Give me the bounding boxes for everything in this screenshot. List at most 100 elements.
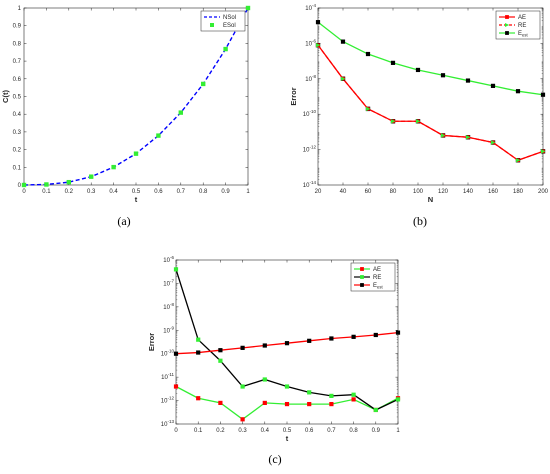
x-tick-label: 0 [22,189,26,195]
data-point-esol [89,174,94,179]
data-point [540,92,546,97]
y-tick-label: 0.2 [13,148,22,154]
legend-label: Eest [518,31,528,38]
y-tick-label: 10-4 [305,3,316,12]
data-point [307,401,312,407]
data-point [391,119,396,124]
data-point [415,67,421,73]
data-point [395,330,401,335]
x-tick-label: 80 [390,189,397,195]
data-point [390,60,396,65]
y-tick-label: 10-9 [163,325,174,334]
series-line-re [317,44,544,161]
data-point [329,401,334,407]
y-tick-label: 0.3 [13,130,22,136]
data-point-esol [223,46,228,52]
data-point [351,397,356,402]
data-point [373,332,378,338]
y-tick-label: 10-6 [163,255,174,264]
data-point-esol [66,179,71,185]
x-tick-label: 60 [365,189,372,195]
data-point [307,338,312,343]
data-point [516,158,521,163]
x-tick-label: 0.1 [42,189,51,195]
y-tick-label: 10-7 [163,278,174,287]
data-point [173,267,179,272]
y-tick-label: 0.4 [13,112,22,118]
y-axis-label: Error [289,87,298,105]
x-tick-label: 0.7 [327,428,336,434]
legend-box [495,10,541,40]
plot-area [23,7,249,186]
data-point [395,397,401,402]
x-tick-label: 0.8 [199,189,208,195]
data-point [240,345,245,350]
x-axis-label: t [286,434,289,443]
data-point [262,343,267,348]
data-point [541,149,546,154]
data-point [315,20,321,25]
data-point [284,341,290,346]
data-point [465,78,471,83]
legend-label: RE [373,275,381,281]
panel-caption: (a) [117,214,130,228]
data-point-esol [133,151,139,156]
x-tick-label: 0 [174,428,178,434]
y-tick-label: 0 [18,183,22,189]
data-point [218,348,223,353]
data-point [466,135,471,140]
y-tick-label: 10-8 [163,302,174,311]
data-point [351,392,356,397]
data-point [366,106,371,112]
y-tick-label: 1 [18,6,22,12]
data-point [351,334,356,339]
x-tick-label: 0.3 [238,428,247,434]
x-tick-label: 0.6 [154,189,163,195]
x-tick-label: 180 [513,189,524,195]
data-point [284,384,290,389]
x-tick-label: 0.4 [261,428,270,434]
y-tick-label: 0.9 [13,24,22,30]
data-point [416,119,421,124]
data-point [341,76,346,81]
x-tick-label: 40 [340,189,347,195]
data-point [196,350,201,355]
x-tick-label: 0.3 [87,189,96,195]
legend-swatch [505,15,509,19]
x-tick-label: 0.1 [194,428,203,434]
y-tick-label: 10-8 [305,74,316,83]
data-point [329,336,334,341]
legend-label: AE [518,15,526,21]
data-point [240,384,245,389]
legend-label: ESol [223,23,236,29]
x-tick-label: 0.7 [177,189,186,195]
data-point [373,407,378,413]
y-tick-label: 10-14 [303,180,317,189]
data-point [490,83,496,88]
x-tick-label: 20 [315,189,322,195]
data-point-esol [245,5,251,11]
legend-label: Eest [373,283,383,290]
y-tick-label: 0.8 [13,41,22,47]
x-tick-label: 140 [463,189,474,195]
x-axis-label: t [135,195,138,204]
y-tick-label: 10-10 [303,109,317,118]
data-point-esol [156,133,161,138]
y-tick-label: 0.7 [13,59,22,65]
x-tick-label: 200 [538,189,549,195]
y-tick-label: 0.1 [13,165,22,171]
data-point [196,337,201,342]
x-tick-label: 160 [488,189,499,195]
data-point [515,89,521,94]
panel-a: 0 0.1 0.2 0.3 0.4 0.5 0.6 0.7 0.8 0.9 1 0 0.1 0.2 0.3 0… [1,5,251,228]
data-point-esol [178,110,183,115]
data-point [173,351,179,356]
data-point [365,51,371,57]
data-point-esol [201,81,206,87]
y-tick-label: 0.5 [13,95,22,101]
data-point [262,400,267,406]
x-tick-label: 0.9 [221,189,230,195]
data-point [262,377,267,382]
data-point [316,42,321,48]
y-tick-label: 10-12 [303,145,317,154]
